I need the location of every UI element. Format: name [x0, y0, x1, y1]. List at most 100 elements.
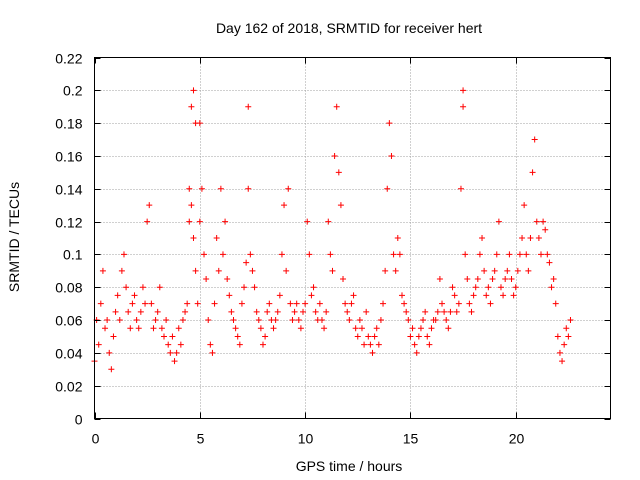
data-point — [382, 267, 389, 274]
data-point — [118, 267, 125, 274]
data-point — [403, 308, 410, 315]
data-point — [533, 218, 540, 225]
data-point — [516, 251, 523, 258]
data-point — [264, 308, 271, 315]
data-point — [182, 308, 189, 315]
data-point — [495, 218, 502, 225]
data-point — [489, 276, 496, 283]
data-point — [567, 317, 574, 324]
data-point — [123, 284, 130, 291]
y-tick-label: 0.14 — [55, 182, 82, 198]
data-point — [308, 292, 315, 299]
data-point — [415, 333, 422, 340]
data-point — [447, 308, 454, 315]
data-point — [556, 349, 563, 356]
data-point — [300, 308, 307, 315]
data-point — [209, 349, 216, 356]
data-point — [146, 202, 153, 209]
data-point — [312, 308, 319, 315]
data-point — [302, 300, 309, 307]
data-point — [497, 284, 504, 291]
data-point — [392, 267, 399, 274]
data-point — [167, 349, 174, 356]
y-tick-label: 0 — [75, 412, 83, 428]
data-point — [481, 267, 488, 274]
data-point — [318, 317, 325, 324]
data-point — [205, 317, 212, 324]
data-point — [245, 103, 252, 110]
data-point — [133, 317, 140, 324]
data-point — [470, 292, 477, 299]
data-point — [316, 300, 323, 307]
data-point — [554, 333, 561, 340]
data-point — [224, 276, 231, 283]
data-point — [266, 300, 273, 307]
data-point — [464, 276, 471, 283]
data-point — [213, 235, 220, 241]
data-point — [529, 169, 536, 176]
data-point — [337, 202, 344, 209]
data-point — [371, 333, 378, 340]
data-point — [304, 218, 311, 225]
data-point — [171, 358, 178, 365]
data-point — [504, 267, 511, 274]
data-point — [99, 267, 106, 274]
x-tick-label: 15 — [403, 431, 419, 447]
data-point — [139, 284, 146, 291]
data-point — [278, 251, 285, 258]
data-point — [211, 300, 218, 307]
data-point — [559, 358, 566, 365]
data-point — [201, 251, 208, 258]
data-point — [97, 300, 104, 307]
data-point — [508, 276, 515, 283]
data-point — [525, 267, 532, 274]
data-point — [344, 308, 351, 315]
data-point — [190, 235, 197, 241]
y-tick-label: 0.06 — [55, 313, 82, 329]
data-point — [346, 317, 353, 324]
data-point — [156, 284, 163, 291]
data-point — [474, 276, 481, 283]
data-point — [198, 185, 205, 192]
data-point — [184, 300, 191, 307]
data-point — [413, 349, 420, 356]
data-point — [335, 169, 342, 176]
y-tick-label: 0.22 — [55, 51, 82, 67]
data-point — [483, 292, 490, 299]
data-point — [491, 267, 498, 274]
data-point — [460, 103, 467, 110]
data-point — [249, 267, 256, 274]
data-point — [457, 185, 464, 192]
data-point — [405, 317, 412, 324]
data-point — [432, 317, 439, 324]
data-point — [194, 300, 201, 307]
data-point — [186, 185, 193, 192]
data-point — [287, 300, 294, 307]
data-point — [544, 251, 551, 258]
data-point — [561, 341, 568, 348]
data-point — [154, 308, 161, 315]
data-point — [565, 333, 572, 340]
data-point — [251, 284, 258, 291]
data-points — [91, 87, 574, 373]
data-point — [502, 276, 509, 283]
data-point — [272, 317, 279, 324]
data-point — [352, 325, 359, 332]
data-point — [340, 276, 347, 283]
data-point — [230, 317, 237, 324]
axis-ticks: 0 0.02 0.04 0.06 0.08 0.1 0.12 0.14 0.16 0.18 0.2 0… — [55, 51, 611, 447]
data-point — [293, 300, 300, 307]
data-point — [527, 235, 534, 241]
data-point — [327, 251, 334, 258]
data-point — [135, 325, 142, 332]
data-point — [114, 292, 121, 299]
y-tick-label: 0.16 — [55, 149, 82, 165]
data-point — [323, 308, 330, 315]
x-axis-label: GPS time / hours — [296, 458, 403, 474]
data-point — [422, 308, 429, 315]
data-point — [512, 284, 519, 291]
data-point — [186, 218, 193, 225]
y-tick-label: 0.12 — [55, 215, 82, 231]
data-point — [127, 325, 134, 332]
